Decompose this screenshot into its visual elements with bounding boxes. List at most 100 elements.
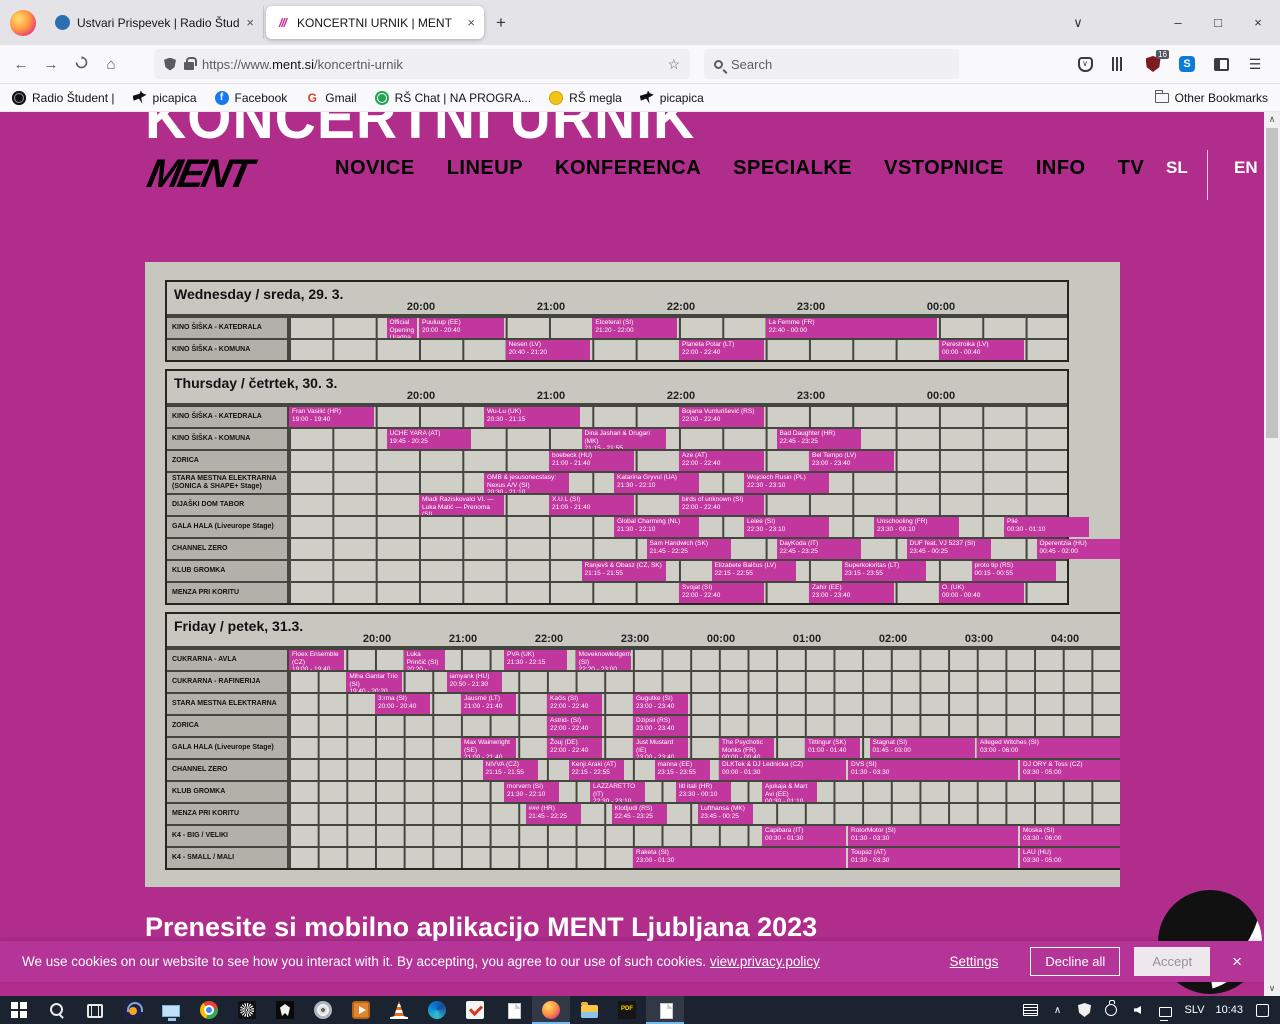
- firefox-view-icon[interactable]: [10, 9, 36, 36]
- url-text[interactable]: https://www.ment.si/koncertni-urnik: [202, 56, 403, 72]
- event-bar[interactable]: Luka Prinčič (SI)20:20 - 20:50: [403, 650, 445, 670]
- tracking-shield-icon[interactable]: [164, 57, 176, 71]
- taskbar-pdf-app-button[interactable]: [608, 996, 646, 1024]
- menu-hamburger-icon[interactable]: ☰: [1248, 55, 1262, 72]
- page-scrollbar[interactable]: ∧ ∨: [1264, 112, 1280, 996]
- sidebar-toggle-icon[interactable]: [1213, 57, 1229, 71]
- scroll-up-icon[interactable]: ∧: [1268, 114, 1276, 124]
- library-icon[interactable]: [1112, 57, 1126, 71]
- event-bar[interactable]: Mladi Raziskovalci VI. — Luka Matić — Pr…: [419, 495, 504, 515]
- event-bar[interactable]: Etceteral (SI) 21:20 - 22:00: [592, 318, 677, 338]
- taskbar-cd-burner-button[interactable]: [304, 996, 342, 1024]
- event-bar[interactable]: 3:rma (SI) 20:00 - 20:40: [375, 694, 431, 714]
- event-bar[interactable]: Ajukaja & Mart Avi (EE) 00:30 - 01:10: [762, 782, 818, 802]
- event-bar[interactable]: Miha Gantar Trio (SI) 19:40 - 20:20: [346, 672, 402, 692]
- event-bar[interactable]: Superkoloritas (LT) 23:15 - 23:55: [841, 561, 927, 581]
- accept-button[interactable]: Accept: [1134, 947, 1211, 976]
- tray-expand-chevron-icon[interactable]: ∧: [1053, 1004, 1062, 1016]
- event-bar[interactable]: Moveknowledgement (SI)22:20 - 23:00: [575, 650, 631, 670]
- event-bar[interactable]: Kenji Araki (AT) 22:15 - 22:55: [568, 760, 624, 780]
- event-bar[interactable]: iamyank (HU) 20:50 - 21:30: [446, 672, 502, 692]
- event-bar[interactable]: Plié 00:30 - 01:10: [1004, 517, 1089, 537]
- taskbar-checkmark-app-button[interactable]: [456, 996, 494, 1024]
- decline-all-button[interactable]: Decline all: [1030, 947, 1121, 976]
- taskbar-file-explorer-button[interactable]: [570, 996, 608, 1024]
- event-bar[interactable]: Astrid- (SI) 22:00 - 22:40: [547, 716, 603, 736]
- event-bar[interactable]: La Femme (FR) 22:40 - 00:00: [765, 318, 937, 338]
- event-bar[interactable]: Stagnat (SI) 01:45 - 03:00: [869, 738, 975, 758]
- bookmark-item[interactable]: picapica: [639, 90, 704, 105]
- event-bar[interactable]: Capibara (IT) 00:30 - 01:30: [762, 826, 846, 846]
- nav-item-vstopnice[interactable]: VSTOPNICE: [884, 157, 1004, 179]
- event-bar[interactable]: Unschooling (FR) 23:30 - 00:10: [874, 517, 959, 537]
- taskbar-chrome-button[interactable]: [190, 996, 228, 1024]
- event-bar[interactable]: Raketa (SI) 23:00 - 01:30: [633, 848, 846, 868]
- event-bar[interactable]: Sam Handwich (SK) 21:45 - 22:25: [646, 539, 732, 559]
- tab-close-icon[interactable]: ×: [246, 15, 254, 30]
- bookmark-item[interactable]: RŠ Chat | NA PROGRA...: [374, 90, 531, 105]
- taskbar-task-view-button[interactable]: [76, 996, 114, 1024]
- event-bar[interactable]: Katarina Gryvul (UA) 21:30 - 22:10: [614, 473, 699, 493]
- event-bar[interactable]: Wojciech Rusin (PL) 22:30 - 23:10: [744, 473, 829, 493]
- scrollbar-thumb[interactable]: [1266, 128, 1278, 438]
- bookmark-item[interactable]: RŠ megla: [549, 90, 622, 105]
- bookmark-item[interactable]: f Facebook: [214, 90, 287, 105]
- taskbar-notepad-button[interactable]: [494, 996, 532, 1024]
- scroll-down-icon[interactable]: ∨: [1268, 983, 1276, 993]
- event-bar[interactable]: Moska (SI) 03:30 - 06:00: [1020, 826, 1120, 846]
- event-bar[interactable]: Zahir (EE) 23:00 - 23:40: [809, 583, 894, 603]
- nav-item-lineup[interactable]: LINEUP: [446, 157, 524, 179]
- event-bar[interactable]: Nesen (LV) 20:40 - 21:20: [505, 340, 591, 360]
- event-bar[interactable]: Gugutke (SI) 23:00 - 23:40: [633, 694, 689, 714]
- nav-item-konferenca[interactable]: KONFERENCA: [555, 157, 702, 179]
- taskbar-document-button[interactable]: [646, 996, 684, 1024]
- taskbar-this-pc-button[interactable]: [152, 996, 190, 1024]
- event-bar[interactable]: Just Mustard (IE) 23:00 - 23:40: [633, 738, 689, 758]
- event-bar[interactable]: Jausmė (LT) 21:00 - 21:40: [461, 694, 517, 714]
- event-bar[interactable]: birds of unknown (SI) 22:00 - 22:40: [679, 495, 764, 515]
- event-bar[interactable]: GMB & jesusonecstasy: Nexus A/V (SI) 20:3…: [484, 473, 569, 493]
- event-bar[interactable]: Aze (AT) 22:00 - 22:40: [679, 451, 764, 471]
- cookie-settings-link[interactable]: Settings: [949, 954, 999, 969]
- network-icon[interactable]: [1158, 1006, 1172, 1017]
- browser-tab[interactable]: /// KONCERTNI URNIK | MENT ×: [266, 6, 484, 39]
- event-bar[interactable]: Floex Ensemble (CZ) 19:00 - 19:40: [289, 650, 345, 670]
- privacy-policy-link[interactable]: view.privacy.policy: [709, 954, 820, 969]
- defender-shield-icon[interactable]: [1077, 1003, 1091, 1017]
- event-bar[interactable]: Dina Jashari & Drugari (MK) 21:15 - 21:55: [581, 429, 667, 449]
- event-bar[interactable]: Klotljudi (RS) 22:45 - 23:25: [611, 804, 667, 824]
- reload-button[interactable]: [66, 55, 96, 73]
- event-bar[interactable]: NIVVA (CZ) 21:15 - 21:55: [482, 760, 538, 780]
- taskbar-winamp-spiral-button[interactable]: [228, 996, 266, 1024]
- event-bar[interactable]: DVS (SI) 01:30 - 03:30: [848, 760, 1018, 780]
- url-bar[interactable]: https://www.ment.si/koncertni-urnik ☆: [154, 49, 690, 79]
- taskbar-start-button[interactable]: [0, 996, 38, 1024]
- volume-icon[interactable]: [1133, 1006, 1141, 1014]
- taskbar-search-button[interactable]: [38, 996, 76, 1024]
- taskbar-firefox-button[interactable]: [532, 996, 570, 1024]
- event-bar[interactable]: O. (UK) 00:00 - 00:40: [939, 583, 1024, 603]
- news-tray-icon[interactable]: [1022, 1004, 1038, 1016]
- event-bar[interactable]: Lelee (SI) 22:30 - 23:10: [744, 517, 829, 537]
- new-tab-button[interactable]: +: [496, 12, 506, 32]
- event-bar[interactable]: Perestroika (LV) 00:00 - 00:40: [939, 340, 1024, 360]
- event-bar[interactable]: DayKoda (IT) 22:45 - 23:25: [776, 539, 862, 559]
- window-close-button[interactable]: ×: [1254, 15, 1262, 30]
- search-input[interactable]: Search: [704, 49, 959, 79]
- event-bar[interactable]: LAZZARETTO (IT) 22:30 - 23:10: [590, 782, 646, 802]
- event-bar[interactable]: UCHE YARA (AT) 19:45 - 20:25: [386, 429, 472, 449]
- event-bar[interactable]: Toupaz (AT) 01:30 - 03:30: [848, 848, 1018, 868]
- taskbar-audacity-button[interactable]: [114, 996, 152, 1024]
- event-bar[interactable]: proto tip (RS) 00:15 - 00:55: [971, 561, 1057, 581]
- event-bar[interactable]: manna (EE) 23:15 - 23:55: [654, 760, 710, 780]
- event-bar[interactable]: RotorMotor (SI) 01:30 - 03:30: [848, 826, 1018, 846]
- nav-item-novice[interactable]: NOVICE: [335, 157, 415, 179]
- bookmark-item[interactable]: G Gmail: [305, 91, 357, 105]
- back-button[interactable]: ←: [13, 55, 29, 73]
- event-bar[interactable]: Lufthansa (MK) 23:45 - 00:25: [697, 804, 753, 824]
- window-minimize-button[interactable]: –: [1174, 15, 1182, 30]
- action-center-icon[interactable]: [1255, 1003, 1269, 1017]
- event-bar[interactable]: Bojana Vunturišević (RS) 22:00 - 22:40: [679, 407, 764, 427]
- event-bar[interactable]: Fran Vasilić (HR) 19:00 - 19:40: [289, 407, 374, 427]
- ment-logo[interactable]: MENT: [143, 152, 255, 196]
